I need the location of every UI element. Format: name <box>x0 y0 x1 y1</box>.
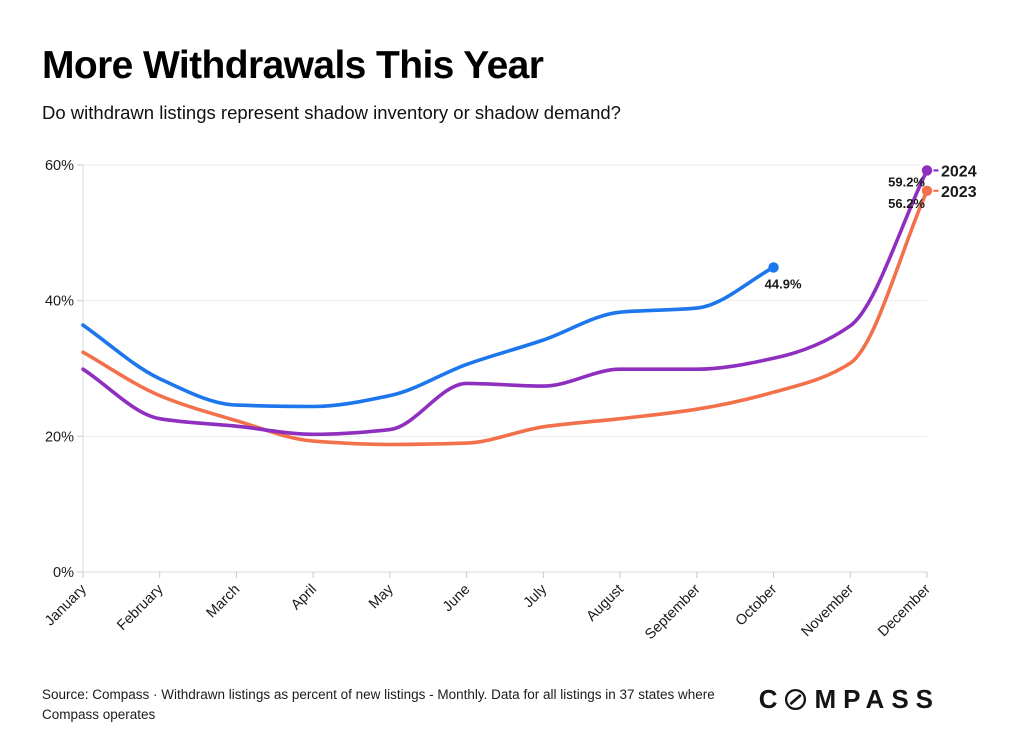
page-subtitle: Do withdrawn listings represent shadow i… <box>42 102 621 123</box>
x-tick-label: January <box>42 581 90 629</box>
series-end-dot <box>921 185 933 196</box>
y-tick-label: 60% <box>45 158 74 174</box>
page-title: More Withdrawals This Year <box>42 44 544 87</box>
x-tick-label: September <box>642 581 704 643</box>
y-tick-label: 0% <box>53 565 74 581</box>
series-lines <box>81 168 929 447</box>
series-end-markers: 56.2% 2023 59.2% 2024 44.9% <box>765 163 977 291</box>
series-end-value-label: 59.2% <box>888 174 925 189</box>
source-note: Source: Compass · Withdrawn listings as … <box>42 687 715 723</box>
x-tick-label: November <box>798 581 857 640</box>
x-tick-label: March <box>203 582 243 622</box>
compass-logo-o-icon <box>784 688 807 711</box>
y-axis-labels: 0% 20% 40% 60% <box>45 158 74 581</box>
x-axis-labels: January February March April May June July Augu… <box>42 581 934 643</box>
x-tick-label: February <box>114 581 167 634</box>
series-end-dot <box>921 165 933 176</box>
x-tick-label: April <box>288 582 320 614</box>
series-end-value-label: 56.2% <box>888 196 925 211</box>
y-tick-label: 20% <box>45 429 74 445</box>
x-tick-label: May <box>366 581 397 612</box>
x-tick-label: June <box>440 582 474 616</box>
series-line-current <box>81 265 776 409</box>
compass-logo: C MPASS <box>759 683 940 715</box>
x-tick-label: July <box>521 581 551 611</box>
x-tick-label: December <box>875 581 934 640</box>
compass-logo-suffix: MPASS <box>814 683 940 714</box>
axes <box>77 164 928 578</box>
compass-logo-prefix: C <box>758 683 785 714</box>
y-tick-label: 40% <box>45 294 74 310</box>
x-tick-label: August <box>584 582 627 625</box>
series-line-2024 <box>81 168 929 437</box>
series-end-value-label: 44.9% <box>765 276 802 291</box>
series-year-label: 2024 <box>941 163 977 180</box>
x-tick-label: October <box>733 581 781 629</box>
gridlines <box>83 164 927 573</box>
series-end-dot <box>768 262 779 273</box>
series-line-2023 <box>81 189 929 447</box>
series-year-label: 2023 <box>941 184 977 201</box>
